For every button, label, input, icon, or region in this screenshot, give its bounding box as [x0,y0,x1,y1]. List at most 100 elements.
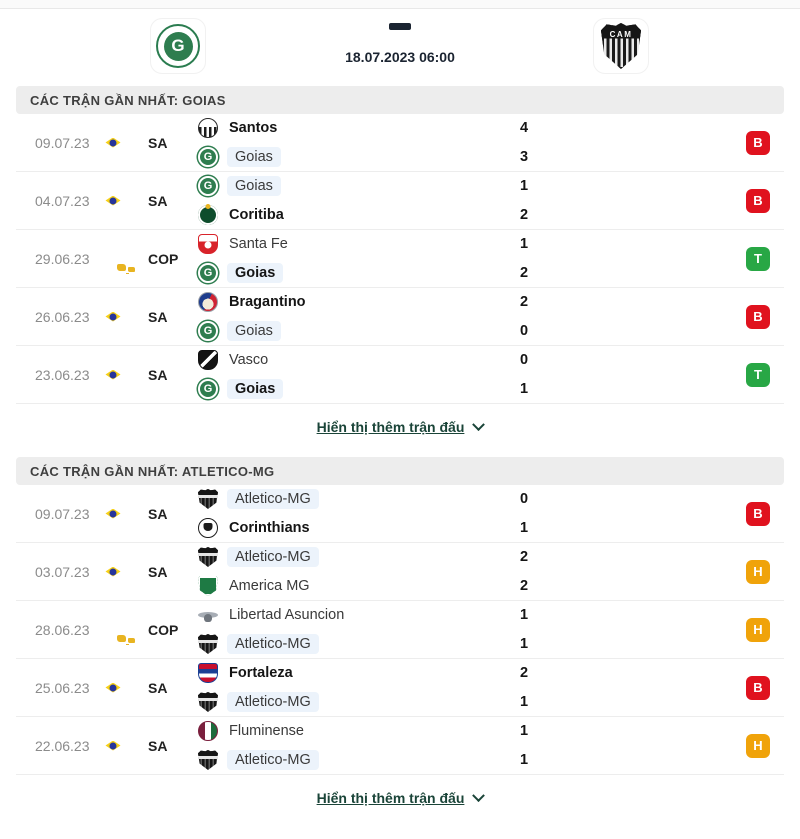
show-more-wrap: Hiển thị thêm trận đấu [0,404,800,450]
competition-label: SA [148,366,168,383]
corinthians-logo-icon [198,518,218,538]
teams-block: Libertad Asuncion 1 Atletico-MG 1 [198,601,724,658]
teams-block: Bragantino 2 Goias 0 [198,288,724,345]
team-name: Atletico-MG [227,547,319,567]
teams-block: Vasco 0 Goias 1 [198,346,724,403]
away-team-logo-card: CAM [593,18,649,74]
team-line: Vasco 0 [198,349,724,371]
goias-logo-icon [198,379,218,399]
match-date: 22.06.23 [35,737,90,754]
match-date: 23.06.23 [35,366,90,383]
match-row[interactable]: 22.06.23 SA Fluminense 1 Atletico-MG 1 H [16,717,784,775]
team-line: Coritiba 2 [198,204,724,226]
team-line: Goias 2 [198,262,724,284]
section-goias: CÁC TRẬN GẦN NHẤT: GOIAS 09.07.23 SA Santo… [0,86,800,450]
top-strip [0,0,800,9]
team-line: Santa Fe 1 [198,233,724,255]
match-row[interactable]: 26.06.23 SA Bragantino 2 Goias 0 B [16,288,784,346]
result-badge: H [746,617,770,642]
team-name: Libertad Asuncion [229,607,345,623]
teams-block: Santos 4 Goias 3 [198,114,724,171]
section-header-atletico-mg: CÁC TRẬN GẦN NHẤT: ATLETICO-MG [16,457,784,485]
atletico-mg-logo-text: CAM [609,30,633,39]
santos-logo-icon [198,118,218,138]
result-badge: B [746,501,770,526]
result-badge: B [746,130,770,155]
competition-label: COP [148,621,179,638]
goias-logo-icon [198,147,218,167]
team-line: Atletico-MG 1 [198,633,724,655]
match-date: 09.07.23 [35,505,90,522]
match-row[interactable]: 28.06.23 COP Libertad Asuncion 1 Atletico-MG… [16,601,784,659]
match-rows-goias: 09.07.23 SA Santos 4 Goias 3 B 04.07.23 SA Goias 1… [16,114,784,404]
match-row[interactable]: 03.07.23 SA Atletico-MG 2 America MG 2 H [16,543,784,601]
team-score: 1 [520,178,529,194]
team-score: 0 [520,352,529,368]
atletico-mg-logo-icon [198,692,218,712]
team-line: Corinthians 1 [198,517,724,539]
atletico-mg-logo-icon [198,489,218,509]
team-name: Atletico-MG [227,634,319,654]
team-line: Goias 3 [198,146,724,168]
team-score: 1 [520,236,529,252]
team-score: 1 [520,694,529,710]
atletico-mg-logo-icon [198,634,218,654]
team-score: 1 [520,723,529,739]
team-line: Goias 1 [198,378,724,400]
team-line: Fortaleza 2 [198,662,724,684]
team-name: Atletico-MG [227,750,319,770]
fluminense-logo-icon [198,721,218,741]
vasco-logo-icon [198,350,218,370]
team-line: Goias 1 [198,175,724,197]
match-row[interactable]: 09.07.23 SA Santos 4 Goias 3 B [16,114,784,172]
teams-block: Atletico-MG 0 Corinthians 1 [198,485,724,542]
atletico-mg-logo-icon [198,750,218,770]
show-more-label: Hiển thị thêm trận đấu [316,790,465,806]
team-name: Santos [229,120,278,136]
goias-logo-icon [198,321,218,341]
match-date: 25.06.23 [35,679,90,696]
match-row[interactable]: 25.06.23 SA Fortaleza 2 Atletico-MG 1 B [16,659,784,717]
competition-label: SA [148,679,168,696]
team-name: Fortaleza [229,665,293,681]
match-date: 03.07.23 [35,563,90,580]
team-line: Libertad Asuncion 1 [198,604,724,626]
result-badge: B [746,675,770,700]
result-badge: T [746,362,770,387]
home-team-logo-card: G [150,18,206,74]
team-score: 0 [520,491,529,507]
show-more-matches-goias-link[interactable]: Hiển thị thêm trận đấu [316,417,486,435]
team-score: 4 [520,120,529,136]
team-name: Goias [227,321,281,341]
team-name: Goias [227,263,284,283]
competition-label: SA [148,308,168,325]
match-row[interactable]: 09.07.23 SA Atletico-MG 0 Corinthians 1 B [16,485,784,543]
match-row[interactable]: 04.07.23 SA Goias 1 Coritiba 2 B [16,172,784,230]
team-score: 2 [520,549,529,565]
team-name: Bragantino [229,294,306,310]
goias-logo-letter: G [163,31,193,61]
result-badge: B [746,304,770,329]
team-name: Corinthians [229,520,310,536]
team-line: Atletico-MG 0 [198,488,724,510]
chevron-down-icon [472,417,486,431]
team-score: 2 [520,207,529,223]
team-line: Atletico-MG 2 [198,546,724,568]
match-header-center: 18.07.2023 06:00 [0,9,800,65]
team-name: Santa Fe [229,236,288,252]
show-more-matches-atletico-link[interactable]: Hiển thị thêm trận đấu [316,788,486,806]
team-line: America MG 2 [198,575,724,597]
team-name: Atletico-MG [227,692,319,712]
match-row[interactable]: 23.06.23 SA Vasco 0 Goias 1 T [16,346,784,404]
team-score: 1 [520,607,529,623]
team-score: 2 [520,665,529,681]
result-badge: T [746,246,770,271]
goias-logo-icon: G [156,24,200,68]
team-line: Santos 4 [198,117,724,139]
show-more-label: Hiển thị thêm trận đấu [316,419,465,435]
match-row[interactable]: 29.06.23 COP Santa Fe 1 Goias 2 T [16,230,784,288]
goias-logo-icon [198,176,218,196]
competition-label: SA [148,192,168,209]
team-name: America MG [229,578,310,594]
team-name: Coritiba [229,207,284,223]
